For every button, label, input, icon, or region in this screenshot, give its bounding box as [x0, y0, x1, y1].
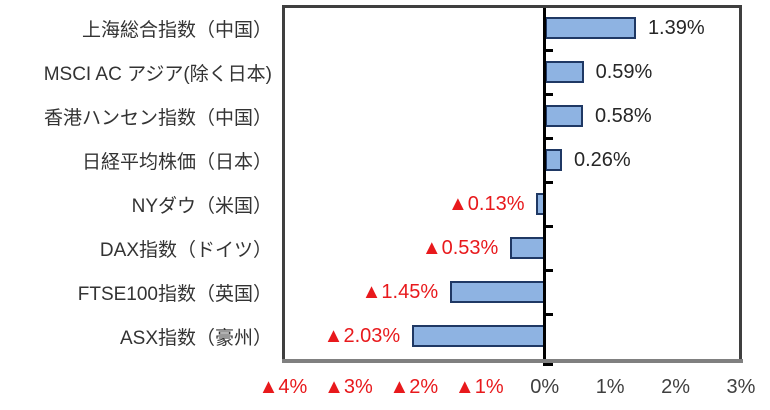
bar [545, 149, 562, 171]
axis-tick-mark [543, 269, 553, 272]
axis-tick-mark [543, 181, 553, 184]
zero-axis-line [543, 6, 546, 366]
axis-tick-mark [543, 49, 553, 52]
x-axis-tick-label: ▲3% [324, 376, 373, 398]
x-axis-tick-label: 1% [595, 376, 625, 398]
bar [545, 17, 636, 39]
x-axis-tick-label: 0% [530, 376, 560, 398]
category-label: ASX指数（豪州） [119, 327, 272, 349]
x-axis-tick-label: ▲2% [389, 376, 439, 398]
axis-tick-mark [543, 362, 553, 366]
category-label: 香港ハンセン指数（中国） [43, 107, 272, 129]
category-label: 上海総合指数（中国） [81, 19, 272, 41]
category-label: FTSE100指数（英国） [77, 283, 272, 305]
axis-tick-mark [543, 313, 553, 316]
axis-tick-mark [543, 225, 553, 228]
bar [510, 237, 545, 259]
value-label: ▲1.45% [361, 280, 439, 303]
bar [545, 105, 583, 127]
axis-tick-mark [543, 93, 553, 96]
bar [545, 61, 584, 83]
category-label: 日経平均株価（日本） [81, 151, 272, 173]
value-label: ▲0.53% [421, 236, 499, 259]
value-label: ▲0.13% [447, 192, 525, 215]
x-axis-baseline [282, 359, 743, 363]
axis-tick-mark [543, 137, 553, 140]
x-axis-tick-label: ▲4% [258, 376, 308, 398]
category-label: DAX指数（ドイツ） [99, 239, 272, 261]
bar [450, 281, 545, 303]
x-axis-tick-label: 3% [726, 376, 756, 398]
value-label: 0.58% [594, 104, 652, 127]
x-axis-tick-label: 2% [661, 376, 691, 398]
value-label: 0.59% [595, 60, 653, 83]
value-label: 1.39% [647, 16, 705, 39]
category-label: NYダウ（米国） [131, 195, 272, 217]
plot-border [282, 5, 742, 359]
x-axis-tick-label: ▲1% [454, 376, 504, 398]
bar [412, 325, 545, 347]
category-label: MSCI AC アジア(除く日本) [43, 63, 272, 85]
value-label: ▲2.03% [323, 324, 401, 347]
value-label: 0.26% [574, 148, 631, 171]
